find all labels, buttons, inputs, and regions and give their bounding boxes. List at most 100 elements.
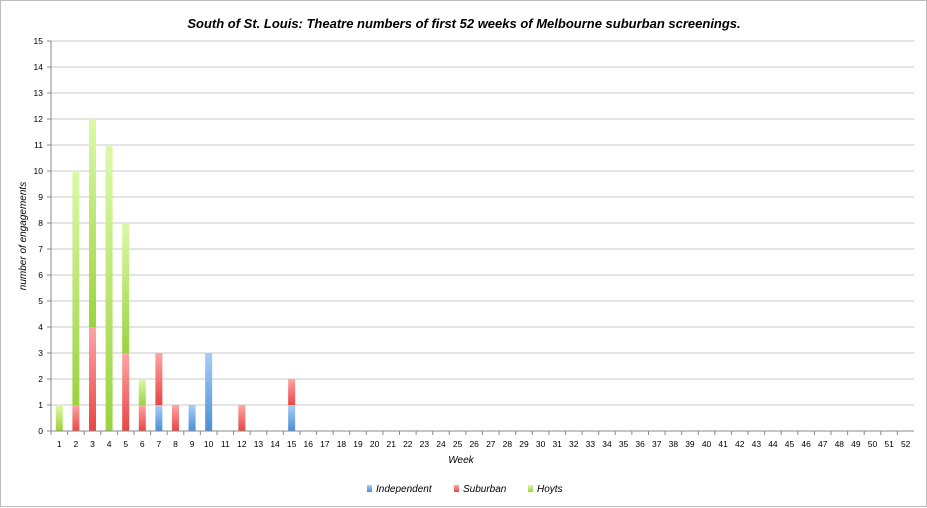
chart-title: South of St. Louis: Theatre numbers of f… — [187, 16, 740, 31]
x-tick-label: 45 — [785, 439, 795, 449]
legend-swatch-suburban — [454, 485, 459, 492]
y-tick-label: 1 — [38, 400, 43, 410]
x-tick-label: 40 — [702, 439, 712, 449]
x-tick-label: 22 — [403, 439, 413, 449]
x-tick-label: 39 — [685, 439, 695, 449]
x-tick-label: 17 — [320, 439, 330, 449]
x-tick-label: 48 — [835, 439, 845, 449]
x-tick-label: 23 — [420, 439, 430, 449]
x-tick-label: 8 — [173, 439, 178, 449]
x-tick-label: 2 — [74, 439, 79, 449]
x-tick-label: 15 — [287, 439, 297, 449]
x-tick-label: 28 — [503, 439, 513, 449]
bar-segment-hoyts — [122, 223, 130, 353]
legend-swatch-hoyts — [528, 485, 533, 492]
x-tick-label: 27 — [486, 439, 496, 449]
x-tick-label: 10 — [204, 439, 214, 449]
x-tick-label: 36 — [635, 439, 645, 449]
y-tick-label: 12 — [34, 114, 44, 124]
x-tick-label: 5 — [123, 439, 128, 449]
legend-label-suburban: Suburban — [463, 484, 507, 495]
bars — [55, 119, 296, 431]
x-tick-label: 46 — [801, 439, 811, 449]
x-tick-label: 38 — [669, 439, 679, 449]
x-tick-label: 4 — [107, 439, 112, 449]
y-tick-label: 10 — [34, 166, 44, 176]
y-tick-label: 7 — [38, 244, 43, 254]
x-tick-label: 30 — [536, 439, 546, 449]
bar-segment-hoyts — [138, 379, 146, 405]
x-tick-label: 49 — [851, 439, 861, 449]
y-tick-label: 13 — [34, 88, 44, 98]
x-tick-label: 41 — [718, 439, 728, 449]
x-tick-label: 34 — [602, 439, 612, 449]
x-tick-label: 50 — [868, 439, 878, 449]
y-tick-label: 3 — [38, 348, 43, 358]
legend-label-hoyts: Hoyts — [537, 484, 563, 495]
x-tick-label: 37 — [652, 439, 662, 449]
y-tick-label: 9 — [38, 192, 43, 202]
x-axis-label: Week — [448, 455, 474, 466]
x-tick-label: 12 — [237, 439, 247, 449]
bar-segment-hoyts — [105, 145, 113, 431]
y-tick-label: 5 — [38, 296, 43, 306]
y-axis-label: number of engagements — [18, 182, 29, 290]
bar-segment-suburban — [238, 405, 246, 431]
y-tick-label: 6 — [38, 270, 43, 280]
x-tick-label: 35 — [619, 439, 629, 449]
x-tick-label: 52 — [901, 439, 911, 449]
x-tick-label: 32 — [569, 439, 579, 449]
bar-segment-suburban — [288, 379, 296, 405]
x-tick-label: 43 — [752, 439, 762, 449]
x-tick-label: 6 — [140, 439, 145, 449]
y-tick-label: 8 — [38, 218, 43, 228]
x-tick-label: 51 — [884, 439, 894, 449]
bar-segment-independent — [155, 405, 163, 431]
x-tick-label: 19 — [353, 439, 363, 449]
y-tick-label: 11 — [34, 140, 43, 150]
x-tick-label: 20 — [370, 439, 380, 449]
x-tick-label: 1 — [57, 439, 62, 449]
x-tick-label: 9 — [190, 439, 195, 449]
bar-segment-hoyts — [55, 405, 63, 431]
legend-label-independent: Independent — [376, 484, 433, 495]
x-tick-label: 44 — [768, 439, 778, 449]
x-tick-label: 29 — [519, 439, 529, 449]
x-tick-label: 26 — [469, 439, 479, 449]
x-tick-label: 21 — [386, 439, 396, 449]
x-tick-label: 11 — [221, 439, 230, 449]
legend: Independent Suburban Hoyts — [367, 484, 563, 495]
x-tick-label: 16 — [304, 439, 314, 449]
gridlines — [51, 40, 914, 432]
x-tick-label: 47 — [818, 439, 828, 449]
y-tick-label: 2 — [38, 374, 43, 384]
x-tick-label: 18 — [337, 439, 347, 449]
x-tick-label: 7 — [157, 439, 162, 449]
bar-segment-suburban — [88, 327, 96, 431]
x-tick-label: 31 — [552, 439, 562, 449]
bar-segment-suburban — [122, 353, 130, 431]
y-tick-label: 0 — [38, 426, 43, 436]
x-tick-label: 14 — [270, 439, 280, 449]
bar-segment-hoyts — [88, 119, 96, 327]
y-tick-label: 15 — [34, 36, 44, 46]
x-tick-label: 13 — [254, 439, 264, 449]
bar-segment-independent — [205, 353, 213, 431]
bar-segment-suburban — [171, 405, 179, 431]
bar-segment-independent — [188, 405, 196, 431]
bar-segment-independent — [288, 405, 296, 431]
bar-segment-suburban — [138, 405, 146, 431]
y-tick-label: 4 — [38, 322, 43, 332]
y-tick-label: 14 — [34, 62, 44, 72]
x-tick-label: 42 — [735, 439, 745, 449]
bar-segment-suburban — [155, 353, 163, 405]
x-tick-label: 33 — [586, 439, 596, 449]
x-tick-label: 25 — [453, 439, 463, 449]
bar-segment-hoyts — [72, 171, 80, 405]
bar-segment-suburban — [72, 405, 80, 431]
legend-swatch-independent — [367, 485, 372, 492]
x-tick-label: 3 — [90, 439, 95, 449]
